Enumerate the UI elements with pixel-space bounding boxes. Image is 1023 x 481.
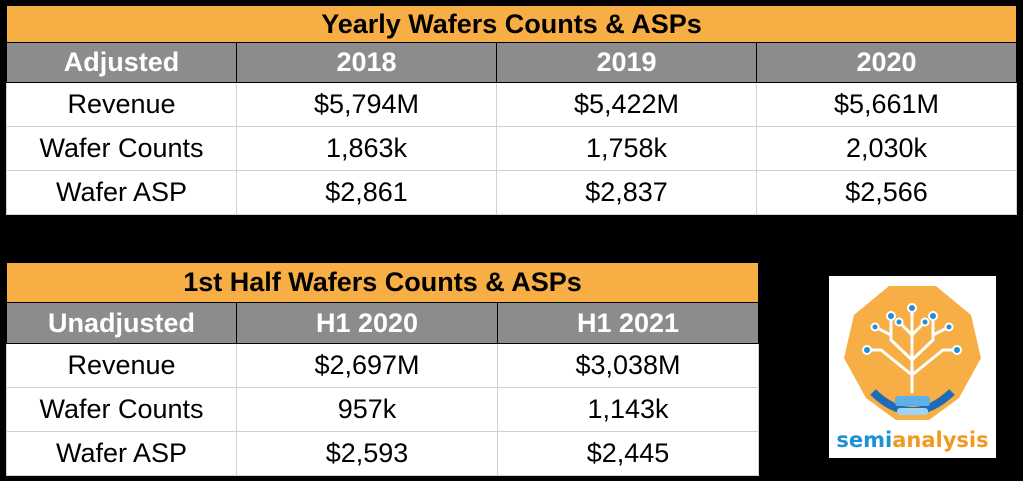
table-cell: $2,861	[236, 170, 497, 215]
table-cell: 1,143k	[496, 387, 760, 432]
row-label-wafer-counts: Wafer Counts	[6, 387, 237, 432]
table-cell: 957k	[236, 387, 498, 432]
yearly-table-title: Yearly Wafers Counts & ASPs	[6, 5, 1017, 43]
table-row: Wafer ASP $2,861 $2,837 $2,566	[6, 170, 1017, 215]
half-year-wafers-table: 1st Half Wafers Counts & ASPs Unadjusted…	[5, 262, 760, 476]
table-cell: $5,422M	[496, 82, 757, 127]
table-cell: $2,566	[756, 170, 1017, 215]
lightbulb-circuit-icon	[844, 286, 981, 420]
semianalysis-logo: semianalysis	[829, 276, 996, 458]
table-row: Wafer Counts 957k 1,143k	[6, 387, 760, 432]
half-header-unadjusted: Unadjusted	[6, 302, 237, 344]
yearly-wafers-table: Yearly Wafers Counts & ASPs Adjusted 201…	[6, 5, 1017, 215]
half-header-h1-2021: H1 2021	[496, 302, 760, 344]
logo-word-semi: semi	[836, 428, 893, 452]
table-row: Revenue $2,697M $3,038M	[6, 343, 760, 388]
table-row: Wafer Counts 1,863k 1,758k 2,030k	[6, 126, 1017, 171]
table-cell: $2,445	[496, 431, 760, 476]
row-label-wafer-asp: Wafer ASP	[6, 170, 237, 215]
yearly-header-2019: 2019	[496, 42, 757, 83]
half-header-h1-2020: H1 2020	[236, 302, 498, 344]
table-cell: 2,030k	[756, 126, 1017, 171]
table-cell: 1,758k	[496, 126, 757, 171]
logo-word-analysis: analysis	[892, 428, 989, 452]
half-table-title: 1st Half Wafers Counts & ASPs	[5, 262, 760, 303]
table-cell: $2,593	[236, 431, 498, 476]
table-cell: $5,661M	[756, 82, 1017, 127]
row-label-revenue: Revenue	[6, 82, 237, 127]
row-label-wafer-counts: Wafer Counts	[6, 126, 237, 171]
row-label-wafer-asp: Wafer ASP	[6, 431, 237, 476]
semianalysis-wordmark: semianalysis	[829, 428, 996, 452]
yearly-header-2018: 2018	[236, 42, 497, 83]
table-row: Revenue $5,794M $5,422M $5,661M	[6, 82, 1017, 127]
table-cell: $3,038M	[496, 343, 760, 388]
row-label-revenue: Revenue	[6, 343, 237, 388]
table-cell: $2,837	[496, 170, 757, 215]
table-cell: $2,697M	[236, 343, 498, 388]
table-cell: $5,794M	[236, 82, 497, 127]
table-cell: 1,863k	[236, 126, 497, 171]
table-row: Wafer ASP $2,593 $2,445	[6, 431, 760, 476]
yearly-header-2020: 2020	[756, 42, 1017, 83]
yearly-header-adjusted: Adjusted	[6, 42, 237, 83]
